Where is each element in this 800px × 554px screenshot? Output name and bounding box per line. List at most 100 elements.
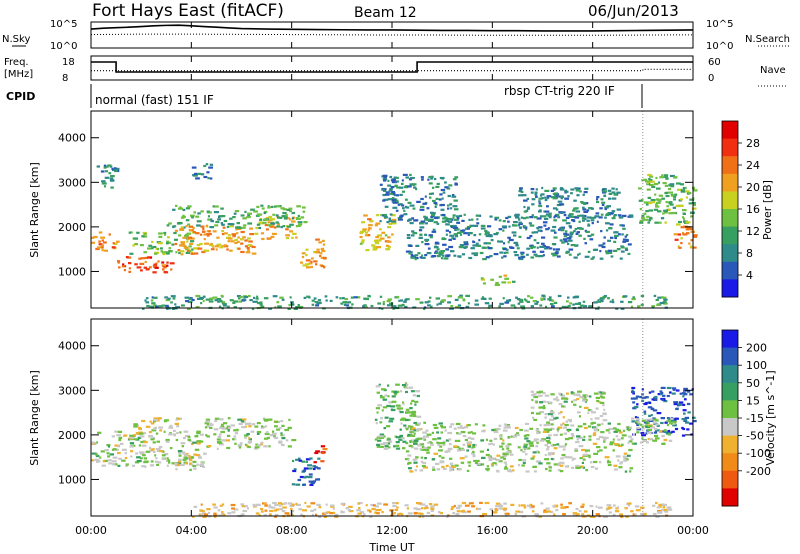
heatmap-cell <box>413 432 416 435</box>
colorbar-segment <box>722 470 738 489</box>
heatmap-cell <box>227 512 232 515</box>
heatmap-cell <box>408 178 412 181</box>
heatmap-cell <box>515 244 519 247</box>
heatmap-cell <box>628 440 633 443</box>
heatmap-cell <box>560 229 565 232</box>
heatmap-cell <box>273 509 277 512</box>
heatmap-cell <box>106 444 111 447</box>
heatmap-cell <box>573 230 576 233</box>
heatmap-cell <box>428 234 433 237</box>
heatmap-cell <box>548 469 552 472</box>
heatmap-cell <box>558 403 563 406</box>
heatmap-cell <box>278 502 282 505</box>
heatmap-cell <box>405 298 410 301</box>
heatmap-cell <box>221 427 227 430</box>
heatmap-cell <box>581 217 585 220</box>
heatmap-cell <box>402 447 406 450</box>
heatmap-cell <box>229 217 233 220</box>
heatmap-cell <box>396 506 399 509</box>
heatmap-cell <box>387 384 390 387</box>
heatmap-cell <box>646 188 651 191</box>
heatmap-cell <box>452 512 456 515</box>
heatmap-cell <box>365 249 370 252</box>
heatmap-cell <box>108 233 111 236</box>
heatmap-cell <box>188 229 193 232</box>
heatmap-cell <box>163 270 167 274</box>
heatmap-cell <box>520 251 525 254</box>
heatmap-cell <box>124 452 127 455</box>
heatmap-cell <box>593 460 598 464</box>
heatmap-cell <box>196 442 201 445</box>
heatmap-cell <box>636 428 642 431</box>
freq-tick-bottom: 8 <box>62 73 68 84</box>
heatmap-cell <box>385 193 390 196</box>
heatmap-cell <box>552 254 556 257</box>
heatmap-cell <box>208 166 213 169</box>
heatmap-cell <box>265 228 269 231</box>
nave-tick-top: 60 <box>708 57 721 68</box>
heatmap-cell <box>438 253 443 256</box>
heatmap-cell <box>622 238 627 241</box>
heatmap-cell <box>557 200 563 203</box>
heatmap-cell <box>514 214 519 217</box>
heatmap-cell <box>599 391 602 394</box>
heatmap-cell <box>373 239 379 243</box>
heatmap-cell <box>613 217 616 220</box>
heatmap-cell <box>496 454 501 457</box>
heatmap-cell <box>290 303 295 306</box>
heatmap-cell <box>251 245 256 249</box>
heatmap-cell <box>136 231 140 234</box>
heatmap-cell <box>175 418 179 421</box>
heatmap-cell <box>247 249 250 252</box>
heatmap-cell <box>432 423 437 427</box>
heatmap-cell <box>419 208 425 211</box>
heatmap-cell <box>594 215 600 218</box>
colorbar-tick-label: 200 <box>746 342 767 355</box>
search-noise-series <box>90 33 694 36</box>
heatmap-cell <box>293 468 297 471</box>
heatmap-cell <box>587 425 592 428</box>
heatmap-cell <box>389 187 393 191</box>
heatmap-cell <box>416 428 422 431</box>
heatmap-cell <box>319 254 322 258</box>
noise-right-tick-bottom: 10^0 <box>706 41 733 52</box>
heatmap-cell <box>666 394 670 398</box>
heatmap-cell <box>451 194 455 197</box>
heatmap-cell <box>404 383 409 386</box>
heatmap-cell <box>315 263 318 266</box>
heatmap-cell <box>602 188 607 191</box>
heatmap-cell <box>547 214 552 218</box>
heatmap-cell <box>441 197 444 200</box>
heatmap-cell <box>386 221 390 224</box>
heatmap-cell <box>413 507 418 510</box>
heatmap-cell <box>515 216 520 219</box>
heatmap-cell <box>447 514 450 517</box>
heatmap-cell <box>538 200 541 203</box>
heatmap-cell <box>529 224 535 227</box>
heatmap-cell <box>250 430 255 433</box>
heatmap-cell <box>407 411 412 414</box>
heatmap-cell <box>623 295 628 298</box>
heatmap-cell <box>484 229 488 233</box>
heatmap-cell <box>655 203 658 206</box>
heatmap-cell <box>180 463 185 466</box>
heatmap-cell <box>419 226 425 229</box>
heatmap-cell <box>181 243 185 246</box>
heatmap-cell <box>396 502 399 505</box>
heatmap-cell <box>242 217 247 220</box>
heatmap-cell <box>564 456 570 459</box>
heatmap-cell <box>544 453 547 457</box>
heatmap-cell <box>583 210 589 213</box>
heatmap-cell <box>214 299 219 302</box>
heatmap-cell <box>536 441 539 444</box>
heatmap-cell <box>591 426 597 429</box>
heatmap-cell <box>491 464 494 467</box>
heatmap-cell <box>174 422 179 425</box>
heatmap-cell <box>501 256 504 259</box>
heatmap-cell <box>175 438 179 442</box>
heatmap-cell <box>402 440 407 443</box>
heatmap-cell <box>268 218 274 221</box>
heatmap-cell <box>139 262 145 265</box>
heatmap-cell <box>140 440 144 444</box>
heatmap-cell <box>340 502 345 505</box>
